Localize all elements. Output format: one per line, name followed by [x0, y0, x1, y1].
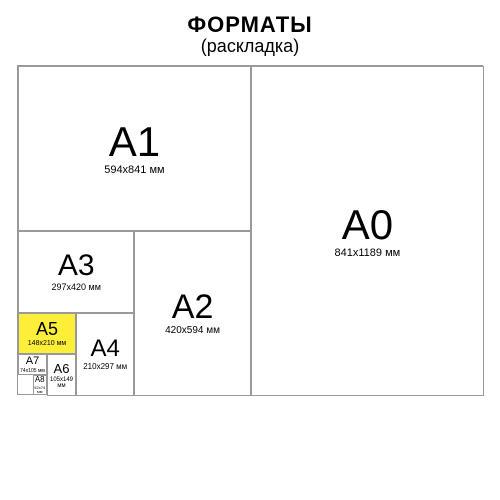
format-name: A6	[54, 362, 70, 375]
format-name: A5	[36, 320, 58, 338]
title: ФОРМАТЫ	[0, 12, 500, 38]
format-name: A8	[35, 376, 45, 384]
format-dimensions: 52х74 мм	[34, 386, 47, 394]
format-name: A0	[342, 204, 393, 246]
format-a8: A8 52х74 мм	[33, 375, 48, 395]
format-name: A4	[91, 337, 120, 361]
format-dimensions: 594х841 мм	[104, 165, 164, 176]
format-name: A2	[172, 290, 214, 324]
format-a0: A0 841х1189 мм	[251, 66, 484, 396]
format-dimensions: 74х105 мм	[20, 369, 45, 374]
format-a5: A5 148х210 мм	[18, 313, 76, 354]
paper-format-diagram: A0 841х1189 мм A1 594х841 мм A2 420х594 мм A3 2…	[17, 65, 483, 395]
format-name: A7	[26, 356, 39, 367]
format-a3: A3 297х420 мм	[18, 231, 134, 313]
format-dimensions: 148х210 мм	[28, 340, 66, 347]
format-dimensions: 841х1189 мм	[335, 248, 401, 259]
format-a2: A2 420х594 мм	[134, 231, 250, 396]
header: ФОРМАТЫ (раскладка)	[0, 0, 500, 65]
format-dimensions: 420х594 мм	[165, 326, 220, 336]
format-a6: A6 105х149 мм	[47, 354, 76, 395]
format-a4: A4 210х297 мм	[76, 313, 134, 395]
format-dimensions: 297х420 мм	[51, 283, 100, 292]
format-name: A3	[58, 251, 95, 281]
format-name: A1	[109, 121, 160, 163]
format-a1: A1 594х841 мм	[18, 66, 251, 231]
format-dimensions: 210х297 мм	[83, 363, 127, 371]
format-dimensions: 105х149 мм	[48, 377, 75, 389]
subtitle: (раскладка)	[0, 36, 500, 57]
format-a7: A7 74х105 мм	[18, 354, 47, 374]
